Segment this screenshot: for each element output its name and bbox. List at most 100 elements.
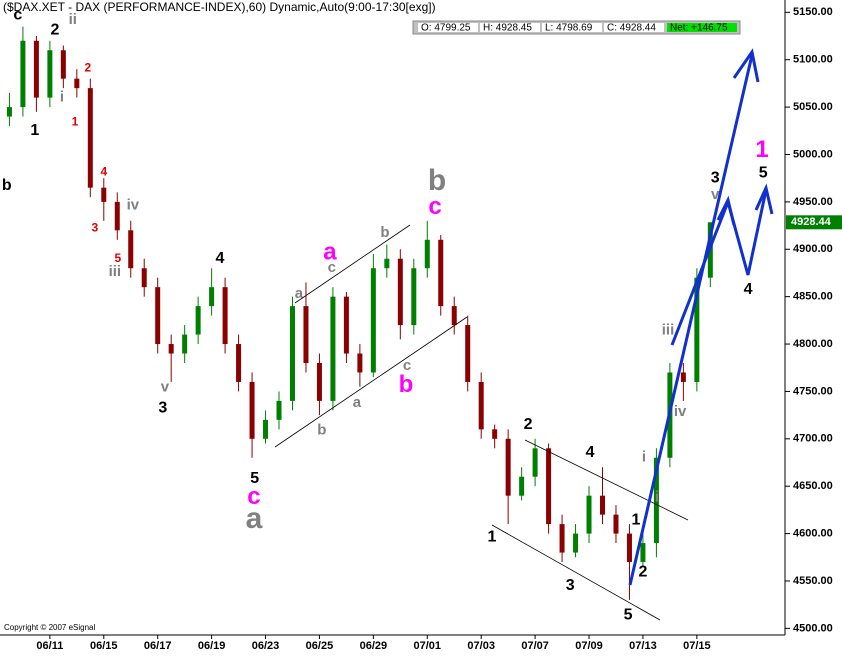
candle-body (343, 296, 349, 354)
candle-body (87, 88, 93, 188)
y-tick-label: 5050.00 (793, 101, 833, 113)
wave-label: 4 (216, 250, 225, 267)
candle-body (60, 50, 66, 79)
wave-label: 5 (759, 165, 768, 182)
x-tick-label: 06/19 (198, 640, 226, 651)
wave-label: i (655, 489, 659, 506)
x-tick-label: 06/17 (144, 640, 172, 651)
candle-body (573, 533, 579, 553)
candle-body (465, 325, 471, 382)
candle-body (316, 362, 322, 401)
x-tick-label: 06/29 (360, 640, 388, 651)
wave-label: iii (662, 322, 675, 339)
candle-body (586, 495, 592, 534)
candle-body (236, 344, 242, 382)
wave-label: b (399, 371, 414, 398)
arrow-head (716, 195, 736, 226)
wave-label: i (60, 89, 64, 106)
candle-body (209, 287, 215, 307)
wave-label: a (295, 285, 304, 302)
candle-body (20, 40, 26, 108)
candle-body (424, 239, 430, 269)
x-tick-label: 06/25 (306, 640, 334, 651)
candle-body (640, 543, 646, 563)
candle-body (222, 287, 228, 345)
candle-body (532, 448, 538, 477)
chart-title: ($DAX.XET - DAX (PERFORMANCE-INDEX),60) … (3, 0, 436, 14)
candle-body (141, 268, 147, 288)
wave-label: c (247, 483, 260, 510)
candle-body (47, 50, 53, 98)
y-tick-label: 4600.00 (793, 527, 833, 539)
candle-body (519, 476, 525, 496)
wave-label: 1 (755, 136, 768, 163)
wave-label: b (428, 164, 446, 197)
arrow-head (732, 48, 760, 83)
candle-body (451, 306, 457, 326)
candle-body (613, 514, 619, 534)
wave-label: 4 (100, 165, 107, 179)
x-tick-label: 06/23 (252, 640, 280, 651)
x-tick-label: 06/15 (90, 640, 118, 651)
candle-body (155, 287, 161, 345)
candle-body (559, 524, 565, 553)
quote-low: L: 4798.69 (545, 23, 593, 34)
quote-open: O: 4799.25 (421, 23, 471, 34)
candle-body (195, 306, 201, 335)
wave-label: iv (674, 403, 687, 420)
arrow-head (754, 183, 774, 215)
candle-body (546, 448, 552, 525)
y-tick-label: 4500.00 (793, 622, 833, 634)
candle-body (384, 258, 390, 269)
x-tick-label: 07/07 (521, 640, 549, 651)
wave-label: 3 (566, 577, 575, 594)
wave-label: i (642, 449, 646, 466)
projection-line (628, 54, 754, 586)
candle-body (101, 187, 107, 202)
wave-label: v (161, 379, 170, 396)
wave-label: 2 (51, 22, 60, 39)
wave-label: v (711, 186, 720, 203)
axes: 4500.00 4550.00 4600.00 4650.00 4700.00 4750.… (36, 6, 842, 652)
wave-label: 1 (488, 529, 497, 546)
quote-close: C: 4928.44 (607, 23, 656, 34)
quote-high: H: 4928.45 (483, 23, 532, 34)
projection-zigzag (670, 189, 768, 346)
wave-label: b (380, 224, 389, 241)
projection (628, 48, 774, 586)
wave-label: 4 (744, 281, 753, 298)
x-tick-label: 07/01 (414, 640, 442, 651)
y-tick-label: 5000.00 (793, 148, 833, 160)
candle-body (330, 296, 336, 401)
candle-body (438, 239, 444, 307)
wave-label: b (317, 421, 326, 438)
wave-label: c (328, 259, 336, 276)
wave-label: 2 (85, 60, 92, 74)
wave-label: 4 (586, 444, 595, 461)
candle-body (505, 438, 511, 496)
channel-line (274, 316, 468, 448)
channel-line (294, 224, 411, 304)
net-box (667, 23, 737, 32)
wave-label: 1 (631, 512, 640, 529)
wave-label: 1 (72, 114, 79, 128)
candle-body (289, 306, 295, 401)
y-tick-label: 4750.00 (793, 385, 833, 397)
y-tick-label: 4550.00 (793, 575, 833, 587)
wave-label: 5 (250, 470, 259, 487)
copyright: Copyright © 2007 eSignal (4, 623, 96, 632)
candle-body (276, 400, 282, 420)
candle-body (6, 107, 12, 117)
candle-body (357, 353, 363, 373)
wave-label: 5 (624, 606, 633, 623)
y-tick-label: 4700.00 (793, 433, 833, 445)
candle-body (492, 429, 498, 439)
quote-box (542, 23, 602, 32)
quote-box (418, 23, 478, 32)
wave-label: 3 (158, 400, 167, 417)
wave-label: 2 (638, 564, 647, 581)
y-axis-panel (785, 0, 842, 651)
last-price-tag (786, 215, 842, 230)
